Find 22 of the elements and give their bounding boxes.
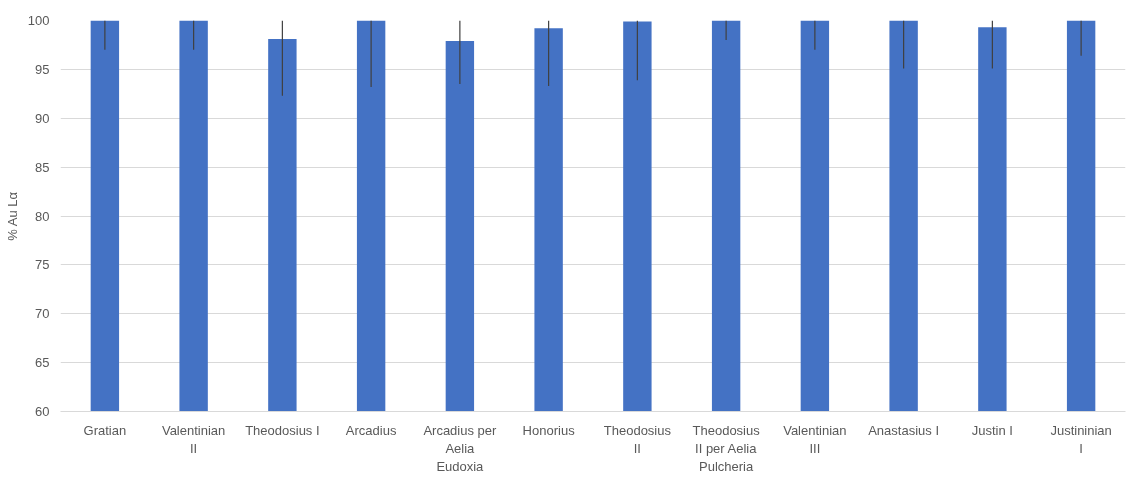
x-tick-label: Theodosius II per Aelia Pulcheria — [692, 422, 761, 474]
x-tick-label: Valentinian III — [783, 422, 847, 456]
x-tick-label: Theodosius II — [603, 422, 672, 456]
y-tick-label: 65 — [35, 355, 50, 371]
x-tick-label: Arcadius — [345, 422, 397, 438]
y-tick-label: 60 — [35, 404, 50, 419]
y-tick-label: 70 — [35, 306, 50, 322]
x-tick-label: Justininian I — [1050, 422, 1112, 456]
y-tick-label: 85 — [35, 159, 50, 175]
y-tick-label: 100 — [27, 13, 50, 28]
x-tick-label: Honorius — [522, 422, 576, 438]
y-tick-label: 80 — [35, 208, 50, 224]
x-tick-label: Arcadius per Aelia Eudoxia — [423, 422, 498, 474]
x-tick-label: Justin I — [971, 422, 1013, 438]
y-tick-label: 90 — [35, 110, 50, 126]
y-tick-label: 95 — [35, 61, 50, 77]
x-tick-label: Gratian — [83, 422, 127, 438]
x-tick-label: Theodosius I — [245, 422, 320, 438]
y-tick-label: 75 — [35, 257, 50, 273]
x-tick-label: Valentinian II — [161, 422, 226, 456]
y-axis-title: % Au Lα — [4, 191, 20, 241]
x-tick-label: Anastasius I — [868, 422, 940, 438]
